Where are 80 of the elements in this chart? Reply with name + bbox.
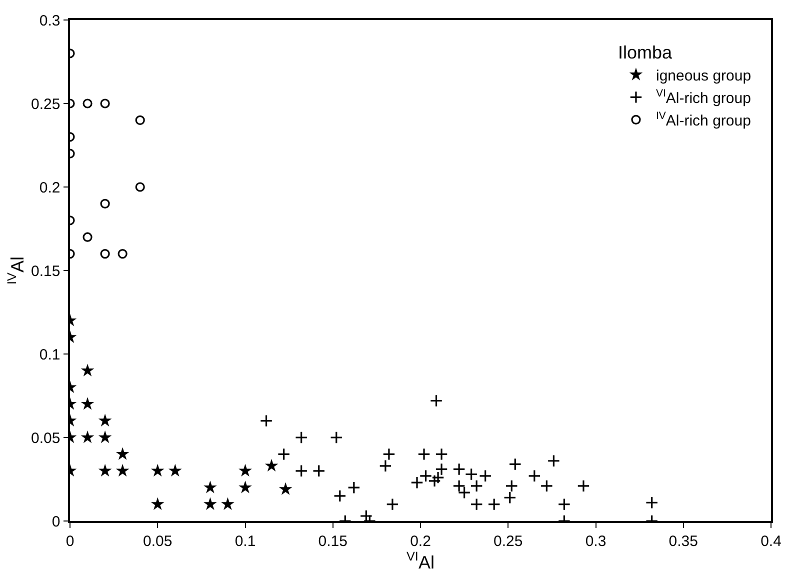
point: [379, 459, 392, 472]
point: [558, 498, 571, 511]
x-tick-label: 0.3: [585, 532, 606, 550]
legend-title: Ilomba: [618, 42, 673, 62]
x-tick-label: 0.2: [410, 532, 431, 550]
point: [645, 496, 658, 510]
point: [540, 480, 554, 492]
point: [238, 464, 252, 477]
point: [80, 397, 94, 410]
point: [418, 448, 430, 461]
x-tick-label: 0.15: [318, 532, 348, 550]
point: [82, 232, 92, 242]
y-tick-label: 0.25: [31, 96, 60, 113]
point: [330, 431, 343, 444]
point: [204, 497, 217, 510]
point: [410, 476, 424, 489]
point: [278, 482, 292, 495]
point: [221, 497, 234, 510]
point: [360, 510, 373, 521]
point: [204, 480, 217, 494]
point: [150, 464, 164, 477]
y-tick-label: 0.3: [39, 12, 60, 30]
point: [505, 480, 518, 492]
x-tick-label: 0.05: [143, 532, 172, 550]
point: [435, 462, 448, 476]
point: [508, 458, 522, 471]
point: [294, 431, 308, 444]
point: [98, 414, 112, 426]
y-tick-label: 0.2: [39, 179, 60, 196]
x-tick-label: 0.1: [234, 532, 256, 550]
point: [80, 364, 94, 376]
legend-label: $^{IV}$Al-rich group: [656, 110, 751, 130]
legend-label: igneous group: [656, 68, 752, 85]
point: [464, 468, 478, 481]
y-tick-label: 0: [52, 513, 60, 530]
point: [260, 414, 273, 428]
point: [452, 462, 466, 476]
point: [470, 498, 483, 511]
point: [118, 249, 128, 259]
point: [100, 249, 110, 259]
point: [294, 464, 308, 478]
point: [100, 98, 110, 108]
point: [312, 464, 326, 478]
x-axis-title: $^{VI}$Al: [406, 550, 434, 572]
point: [547, 454, 560, 468]
legend-label: $^{VI}$Al-rich group: [656, 88, 751, 108]
point: [98, 430, 112, 444]
point: [116, 447, 130, 460]
point: [528, 470, 541, 482]
point: [168, 464, 182, 477]
point: [386, 498, 399, 511]
point: [116, 464, 130, 477]
point: [488, 498, 500, 511]
point: [264, 458, 278, 472]
point: [135, 115, 145, 125]
y-tick-label: 0.1: [39, 346, 60, 364]
x-tick-label: 0.35: [668, 532, 698, 550]
point: [135, 182, 145, 192]
point: [435, 448, 448, 461]
point: [478, 470, 492, 482]
x-tick-label: 0.25: [494, 532, 523, 550]
point: [82, 98, 92, 108]
x-tick-label: 0.4: [760, 532, 782, 550]
point: [100, 198, 110, 208]
point: [503, 491, 516, 504]
point: [577, 480, 590, 492]
point: [432, 471, 444, 484]
point: [348, 481, 360, 494]
y-tick-label: 0.05: [31, 430, 60, 447]
point: [430, 394, 443, 408]
point: [98, 464, 112, 477]
point: [150, 497, 164, 510]
x-tick-label: 0: [66, 532, 74, 550]
y-tick-label: 0.15: [31, 262, 60, 280]
point: [333, 490, 346, 502]
point: [470, 480, 483, 492]
point: [277, 448, 290, 461]
point: [80, 430, 94, 444]
point: [238, 480, 252, 494]
point: [382, 448, 396, 461]
